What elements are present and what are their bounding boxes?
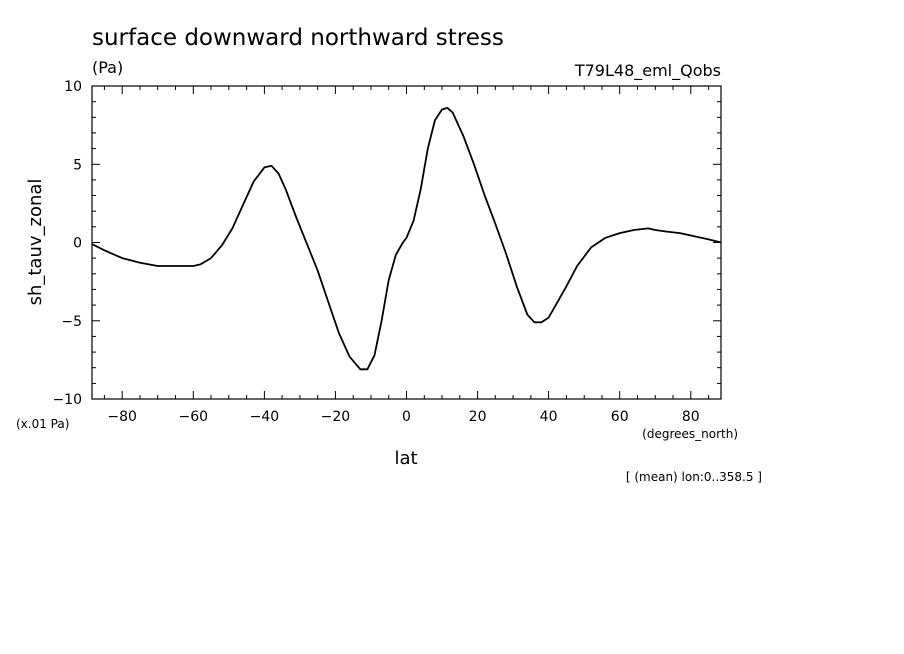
data-lines [91,107,722,371]
y-axis-label: sh_tauv_zonal [25,179,46,306]
x-units-label: (degrees_north) [642,427,738,441]
footnote: [ (mean) lon:0..358.5 ] [626,470,762,484]
y-tick-label: −5 [61,314,82,330]
x-tick-label: −80 [107,409,137,425]
x-axis-label: lat [394,448,417,469]
x-tick-label: 80 [682,409,700,425]
plot-frame [91,85,722,400]
x-tick-label: 60 [611,409,629,425]
axis-ticks [92,86,721,399]
y-scale-note: (x.01 Pa) [16,417,69,431]
y-tick-label: 0 [73,236,82,252]
y-tick-label: 10 [64,79,82,95]
dataset-label: T79L48_eml_Qobs [574,61,721,81]
x-tick-label: 40 [540,409,558,425]
tick-labels: −80 −60 −40 −20 0 20 40 60 80 −10 −5 0 5 10 [52,79,699,425]
x-tick-label: −20 [321,409,351,425]
chart-title: surface downward northward stress [92,25,504,51]
y-tick-label: 5 [73,157,82,173]
x-tick-label: −60 [179,409,209,425]
x-tick-label: 20 [469,409,487,425]
chart-units: (Pa) [92,58,123,77]
x-tick-label: −40 [250,409,280,425]
y-tick-label: −10 [52,392,82,408]
x-tick-label: 0 [402,409,411,425]
series-line-0 [91,107,722,371]
